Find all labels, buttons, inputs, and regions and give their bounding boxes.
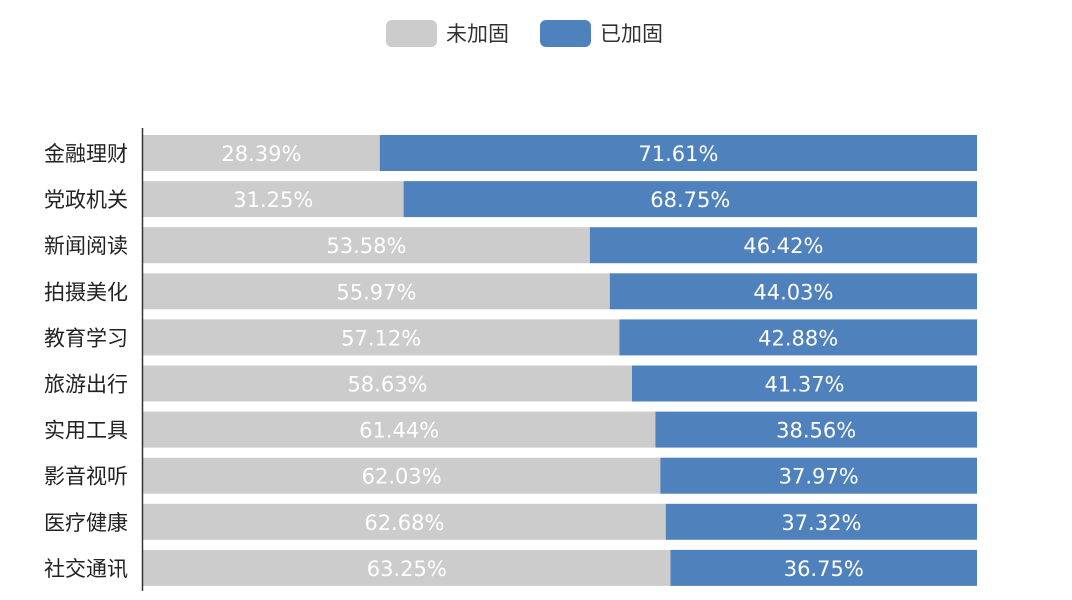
- category-label-3: 新闻阅读: [44, 234, 128, 258]
- bar-2-1: [379, 135, 978, 171]
- data-label-2-2: 68.75%: [650, 188, 730, 212]
- data-label-2-9: 37.32%: [781, 511, 861, 535]
- data-label-2-10: 36.75%: [784, 557, 864, 581]
- data-label-1-5: 57.12%: [341, 326, 421, 350]
- data-label-2-1: 71.61%: [638, 142, 718, 166]
- data-label-1-3: 53.58%: [326, 234, 406, 258]
- bar-1-3: [143, 227, 590, 264]
- data-label-2-4: 44.03%: [753, 280, 833, 304]
- data-label-1-4: 55.97%: [336, 280, 416, 304]
- data-label-1-2: 31.25%: [233, 188, 313, 212]
- data-label-1-8: 62.03%: [362, 465, 442, 489]
- data-label-1-6: 58.63%: [347, 373, 427, 397]
- data-label-2-7: 38.56%: [776, 419, 856, 443]
- data-label-1-1: 28.39%: [221, 142, 301, 166]
- data-label-2-3: 46.42%: [743, 234, 823, 258]
- data-label-2-8: 37.97%: [779, 465, 859, 489]
- category-label-8: 影音视听: [44, 465, 128, 489]
- data-label-1-7: 61.44%: [359, 419, 439, 443]
- bar-1-1: [143, 135, 380, 171]
- bar-1-9: [143, 503, 666, 540]
- bar-1-10: [143, 549, 671, 586]
- category-label-4: 拍摄美化: [44, 280, 128, 304]
- bar-2-10: [670, 549, 977, 586]
- category-label-5: 教育学习: [44, 326, 128, 350]
- legend-label-2: 已加固: [600, 22, 663, 46]
- legend-label-1: 未加固: [446, 22, 509, 46]
- category-label-1: 金融理财: [44, 142, 128, 166]
- bar-1-4: [143, 273, 610, 310]
- data-label-1-10: 63.25%: [367, 557, 447, 581]
- bar-1-2: [143, 181, 404, 218]
- bar-1-7: [143, 411, 656, 448]
- data-label-2-5: 42.88%: [758, 326, 838, 350]
- category-label-2: 党政机关: [44, 188, 128, 212]
- category-label-7: 实用工具: [44, 419, 128, 443]
- bar-2-9: [665, 503, 977, 540]
- bar-2-6: [631, 365, 977, 402]
- bar-1-6: [143, 365, 632, 402]
- bar-1-8: [143, 457, 661, 494]
- category-label-10: 社交通讯: [44, 557, 128, 581]
- bar-2-7: [655, 411, 977, 448]
- data-label-1-9: 62.68%: [364, 511, 444, 535]
- bar-1-5: [143, 319, 620, 356]
- legend-swatch-2: [540, 20, 591, 47]
- bar-2-8: [660, 457, 977, 494]
- bar-2-3: [589, 227, 977, 264]
- legend-swatch-1: [386, 20, 437, 47]
- bar-2-2: [403, 181, 977, 218]
- data-label-2-6: 41.37%: [764, 373, 844, 397]
- bar-2-4: [609, 273, 977, 310]
- category-label-9: 医疗健康: [44, 511, 128, 535]
- category-label-6: 旅游出行: [44, 373, 128, 397]
- bar-2-5: [619, 319, 977, 356]
